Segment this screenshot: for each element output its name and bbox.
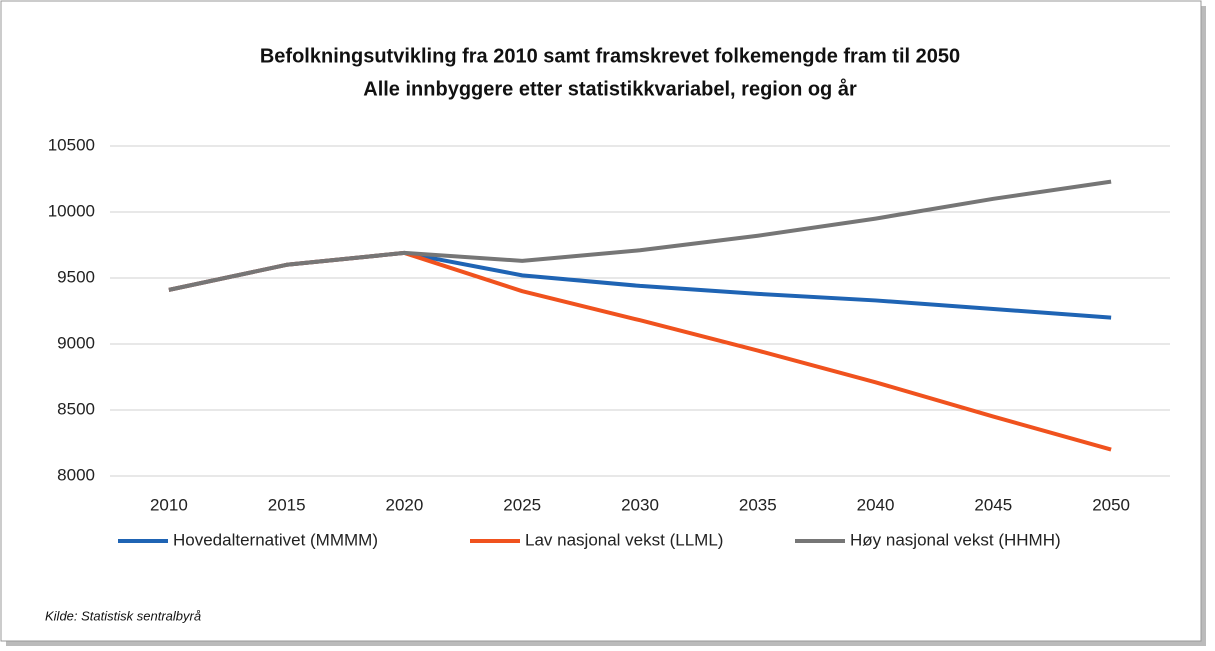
y-tick-label: 10000 bbox=[48, 201, 95, 220]
x-tick-label: 2040 bbox=[857, 495, 895, 514]
x-tick-label: 2020 bbox=[386, 495, 424, 514]
y-tick-label: 8500 bbox=[57, 399, 95, 418]
legend-label: Høy nasjonal vekst (HHMH) bbox=[850, 530, 1061, 549]
y-tick-label: 9500 bbox=[57, 267, 95, 286]
y-tick-label: 10500 bbox=[48, 135, 95, 154]
x-tick-label: 2030 bbox=[621, 495, 659, 514]
legend-label: Hovedalternativet (MMMM) bbox=[173, 530, 378, 549]
x-tick-label: 2010 bbox=[150, 495, 188, 514]
y-tick-label: 9000 bbox=[57, 333, 95, 352]
x-tick-label: 2025 bbox=[503, 495, 541, 514]
x-tick-label: 2050 bbox=[1092, 495, 1130, 514]
legend-label: Lav nasjonal vekst (LLML) bbox=[525, 530, 723, 549]
source: Kilde: Statistisk sentralbyrå bbox=[45, 608, 201, 623]
y-tick-label: 8000 bbox=[57, 465, 95, 484]
x-tick-label: 2015 bbox=[268, 495, 306, 514]
frame bbox=[0, 0, 1202, 642]
chart-title: Befolkningsutvikling fra 2010 samt frams… bbox=[260, 45, 960, 67]
x-tick-label: 2045 bbox=[974, 495, 1012, 514]
x-tick-label: 2035 bbox=[739, 495, 777, 514]
series-line bbox=[168, 179, 1112, 292]
chart-subtitle: Alle innbyggere etter statistikkvariabel… bbox=[363, 77, 857, 100]
